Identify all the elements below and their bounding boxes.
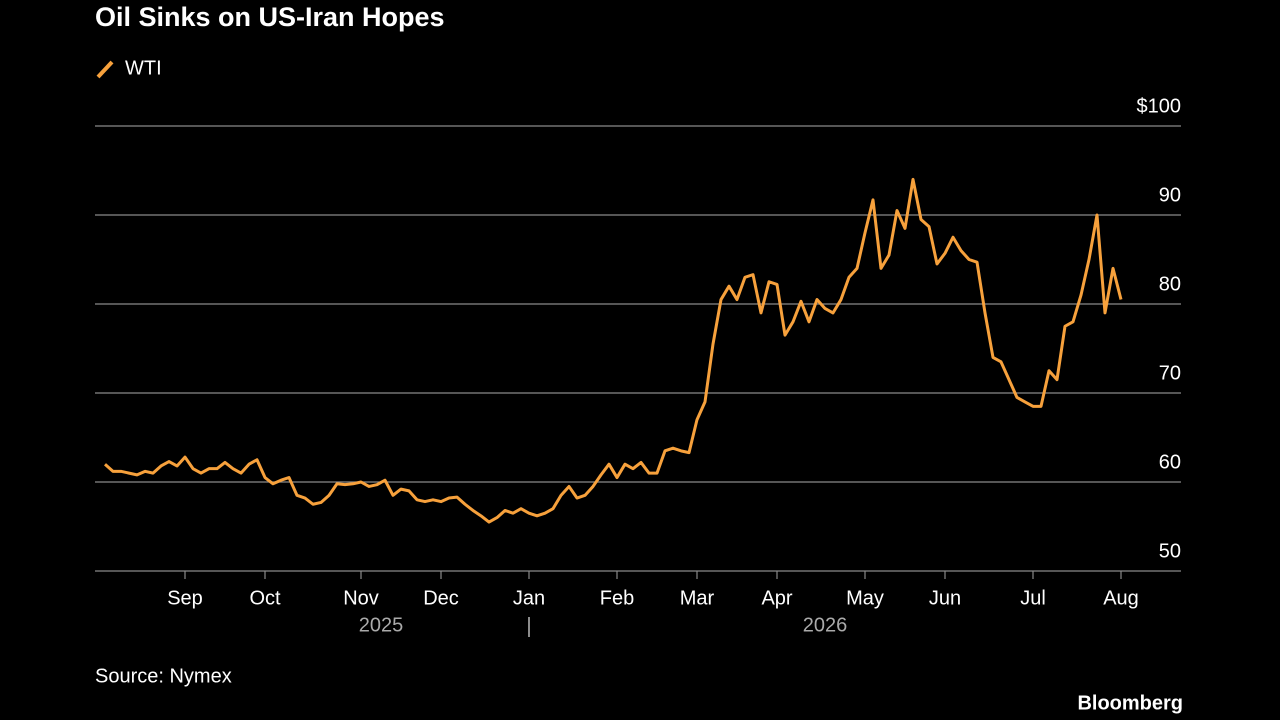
- y-tick-label: 90: [1159, 184, 1181, 206]
- y-tick-label: 50: [1159, 540, 1181, 562]
- line-series: [104, 177, 1123, 524]
- x-tick-label: Nov: [343, 587, 379, 609]
- source: Source: Nymex: [95, 665, 232, 687]
- y-tick-label: 80: [1159, 273, 1181, 295]
- x-tick-label: Apr: [761, 587, 792, 609]
- x-tick-label: Dec: [423, 587, 459, 609]
- x-tick-label: Feb: [600, 587, 634, 609]
- legend-label: WTI: [125, 57, 162, 79]
- x-tick-label: Jan: [513, 587, 545, 609]
- year-label: 2026: [803, 614, 848, 636]
- legend-swatch: [96, 60, 114, 79]
- x-tick-label: Sep: [167, 587, 203, 609]
- x-tick-label: Jun: [929, 587, 961, 609]
- y-tick-label: 70: [1159, 362, 1181, 384]
- year-label: 2025: [359, 614, 404, 636]
- chart-title: Oil Sinks on US-Iran Hopes: [95, 2, 445, 32]
- x-tick-label: Jul: [1020, 587, 1046, 609]
- x-tick-label: May: [846, 587, 884, 609]
- x-tick-label: Mar: [680, 587, 715, 609]
- y-tick-label: 60: [1159, 451, 1181, 473]
- x-tick-label: Aug: [1103, 587, 1139, 609]
- x-tick-label: Oct: [249, 587, 281, 609]
- y-tick-label: $100: [1137, 95, 1182, 117]
- brand: Bloomberg: [1077, 692, 1183, 714]
